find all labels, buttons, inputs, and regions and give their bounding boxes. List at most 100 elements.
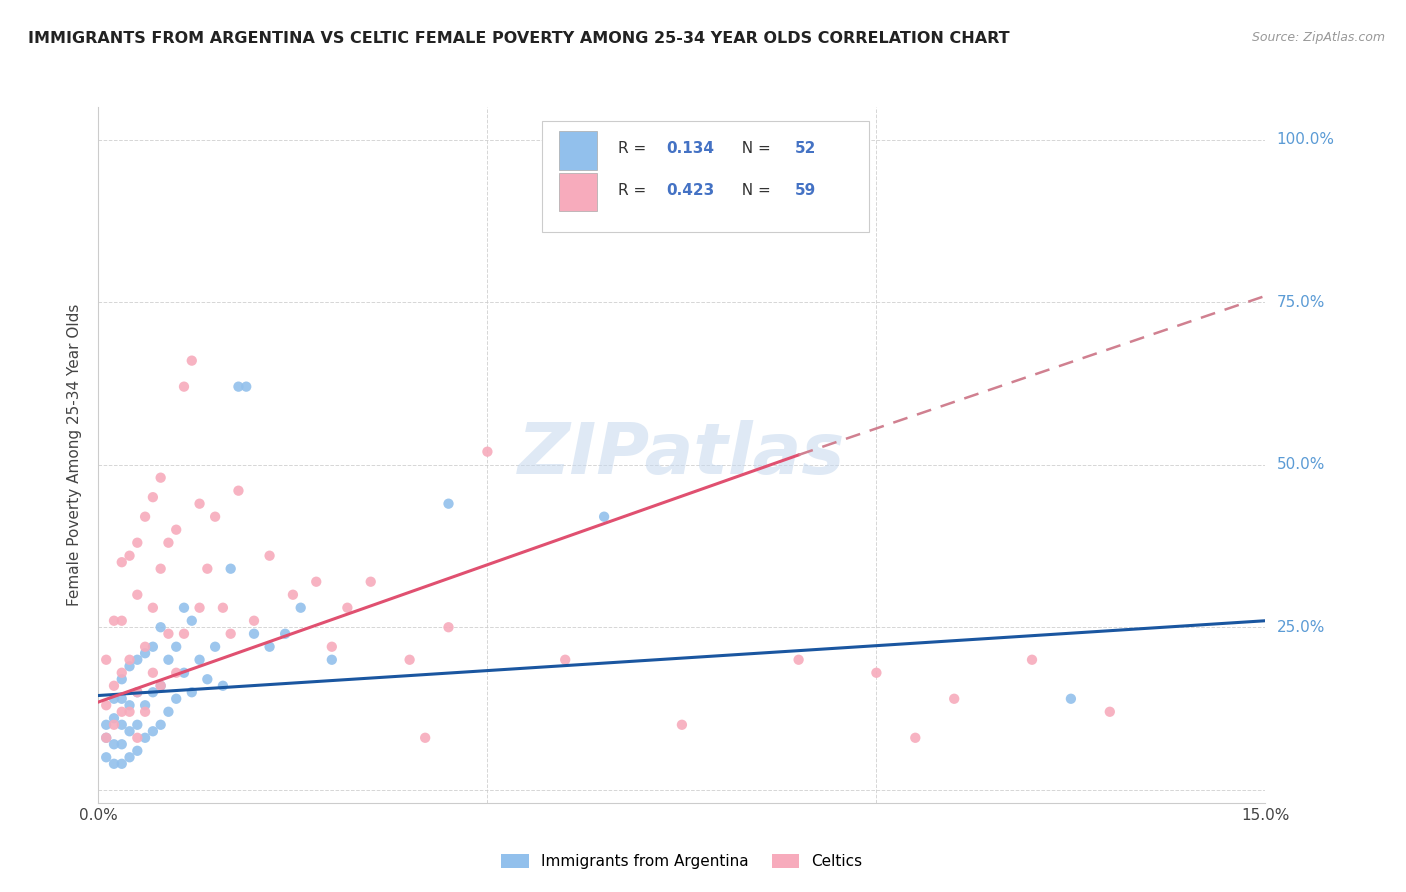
Point bbox=[281, 588, 304, 602]
Point bbox=[118, 698, 141, 713]
Y-axis label: Female Poverty Among 25-34 Year Olds: Female Poverty Among 25-34 Year Olds bbox=[67, 304, 83, 606]
Text: 59: 59 bbox=[796, 183, 817, 198]
Point bbox=[865, 665, 887, 680]
Point bbox=[173, 665, 195, 680]
Point bbox=[111, 718, 134, 732]
Point bbox=[103, 737, 125, 751]
Point bbox=[142, 640, 165, 654]
Point bbox=[149, 679, 172, 693]
Point bbox=[111, 614, 134, 628]
Text: 0.134: 0.134 bbox=[666, 141, 714, 156]
Point bbox=[188, 497, 211, 511]
Point bbox=[173, 600, 195, 615]
Point bbox=[173, 626, 195, 640]
Point bbox=[398, 653, 420, 667]
Point bbox=[96, 731, 118, 745]
Point bbox=[127, 535, 149, 549]
Point bbox=[219, 562, 242, 576]
Point bbox=[111, 691, 134, 706]
Point bbox=[134, 646, 156, 660]
Point bbox=[118, 659, 141, 673]
Point bbox=[118, 549, 141, 563]
Point bbox=[149, 620, 172, 634]
Point bbox=[437, 620, 460, 634]
Point bbox=[111, 665, 134, 680]
Point bbox=[243, 626, 266, 640]
Point bbox=[554, 653, 576, 667]
Point bbox=[157, 653, 180, 667]
Point bbox=[96, 750, 118, 764]
Point bbox=[904, 731, 927, 745]
Text: R =: R = bbox=[617, 183, 651, 198]
FancyBboxPatch shape bbox=[541, 121, 869, 232]
Bar bbox=[560, 173, 596, 211]
Point bbox=[204, 509, 226, 524]
Point bbox=[134, 698, 156, 713]
Point bbox=[142, 685, 165, 699]
Point bbox=[195, 562, 218, 576]
Text: IMMIGRANTS FROM ARGENTINA VS CELTIC FEMALE POVERTY AMONG 25-34 YEAR OLDS CORRELA: IMMIGRANTS FROM ARGENTINA VS CELTIC FEMA… bbox=[28, 31, 1010, 46]
Point bbox=[118, 724, 141, 739]
Point bbox=[413, 731, 436, 745]
Point bbox=[134, 509, 156, 524]
Text: 0.423: 0.423 bbox=[666, 183, 716, 198]
Point bbox=[111, 705, 134, 719]
Point bbox=[336, 600, 359, 615]
Point bbox=[127, 718, 149, 732]
Point bbox=[259, 549, 281, 563]
Point bbox=[212, 679, 235, 693]
Point bbox=[1021, 653, 1043, 667]
Point bbox=[127, 653, 149, 667]
Point bbox=[149, 718, 172, 732]
Point bbox=[118, 653, 141, 667]
Point bbox=[321, 653, 343, 667]
Point bbox=[157, 705, 180, 719]
Text: 52: 52 bbox=[796, 141, 817, 156]
Point bbox=[321, 640, 343, 654]
Point bbox=[142, 490, 165, 504]
Point bbox=[212, 600, 235, 615]
Point bbox=[180, 614, 202, 628]
Point bbox=[228, 379, 250, 393]
Point bbox=[111, 737, 134, 751]
Point bbox=[142, 665, 165, 680]
Point bbox=[593, 509, 616, 524]
Point bbox=[149, 679, 172, 693]
Point bbox=[290, 600, 312, 615]
Text: ZIPatlas: ZIPatlas bbox=[519, 420, 845, 490]
Point bbox=[243, 614, 266, 628]
Point bbox=[165, 665, 187, 680]
Point bbox=[142, 724, 165, 739]
Point bbox=[305, 574, 328, 589]
Point bbox=[103, 756, 125, 771]
Legend: Immigrants from Argentina, Celtics: Immigrants from Argentina, Celtics bbox=[495, 848, 869, 875]
Point bbox=[235, 379, 257, 393]
Point bbox=[477, 444, 499, 458]
Point bbox=[127, 685, 149, 699]
Point bbox=[180, 685, 202, 699]
Point bbox=[111, 672, 134, 686]
Point bbox=[118, 750, 141, 764]
Point bbox=[127, 685, 149, 699]
Point bbox=[134, 705, 156, 719]
Text: 50.0%: 50.0% bbox=[1277, 458, 1324, 472]
Point bbox=[943, 691, 966, 706]
Point bbox=[274, 626, 297, 640]
Point bbox=[1098, 705, 1121, 719]
Point bbox=[165, 523, 187, 537]
Point bbox=[103, 711, 125, 725]
Text: R =: R = bbox=[617, 141, 651, 156]
Point bbox=[195, 672, 218, 686]
Point bbox=[96, 731, 118, 745]
Point bbox=[149, 562, 172, 576]
Point bbox=[96, 698, 118, 713]
Point bbox=[360, 574, 382, 589]
Point bbox=[103, 679, 125, 693]
Point bbox=[127, 731, 149, 745]
Point bbox=[188, 653, 211, 667]
Point bbox=[96, 653, 118, 667]
Point bbox=[204, 640, 226, 654]
Point bbox=[219, 626, 242, 640]
Point bbox=[127, 744, 149, 758]
Point bbox=[671, 718, 693, 732]
